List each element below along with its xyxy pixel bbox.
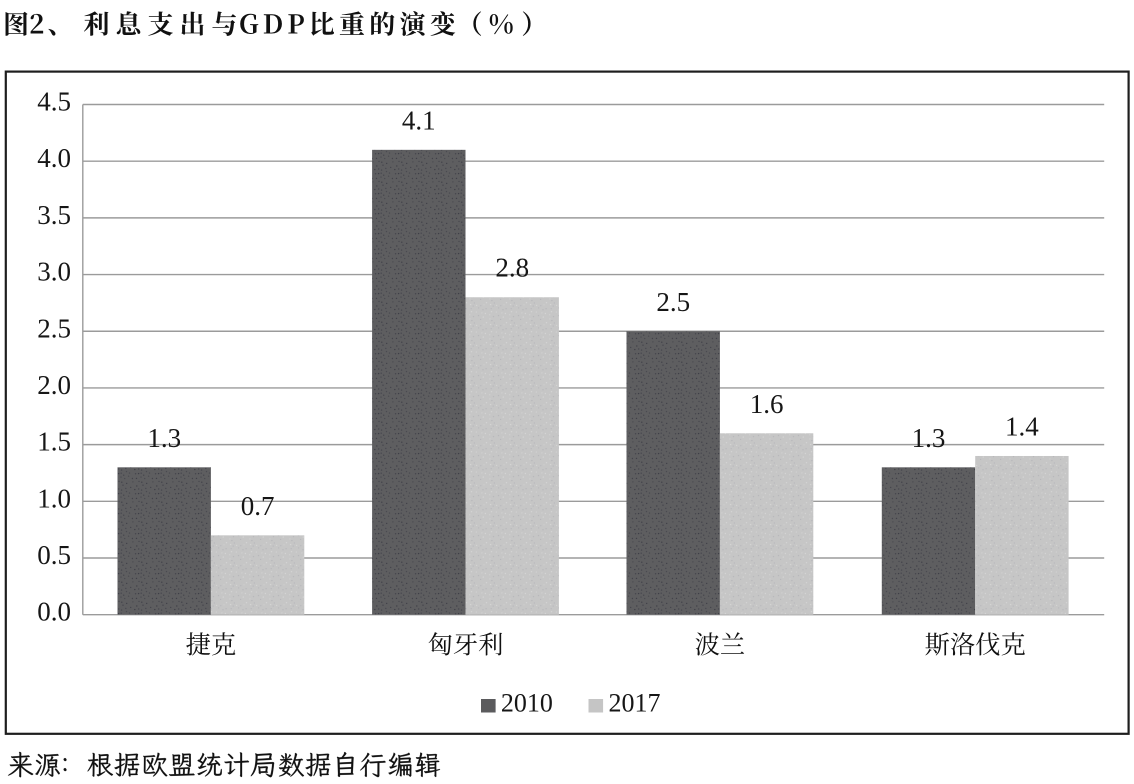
svg-text:2.5: 2.5 xyxy=(656,287,690,317)
svg-text:0.5: 0.5 xyxy=(37,540,71,570)
svg-text:3.0: 3.0 xyxy=(37,257,71,287)
svg-text:1.0: 1.0 xyxy=(37,483,71,513)
svg-text:2.5: 2.5 xyxy=(37,313,71,343)
svg-text:1.3: 1.3 xyxy=(147,423,181,453)
svg-text:1.3: 1.3 xyxy=(912,423,946,453)
svg-text:2.8: 2.8 xyxy=(495,253,529,283)
svg-text:1.4: 1.4 xyxy=(1005,411,1039,441)
svg-text:0.7: 0.7 xyxy=(241,491,275,521)
svg-text:1.5: 1.5 xyxy=(37,427,71,457)
svg-text:2.0: 2.0 xyxy=(37,370,71,400)
svg-text:2017: 2017 xyxy=(609,689,661,718)
svg-text:0.0: 0.0 xyxy=(37,597,71,627)
svg-text:4.0: 4.0 xyxy=(37,143,71,173)
svg-text:2010: 2010 xyxy=(501,689,553,718)
svg-text:4.1: 4.1 xyxy=(402,105,436,135)
svg-text:1.6: 1.6 xyxy=(750,389,784,419)
svg-text:3.5: 3.5 xyxy=(37,200,71,230)
svg-text:4.5: 4.5 xyxy=(37,86,71,116)
